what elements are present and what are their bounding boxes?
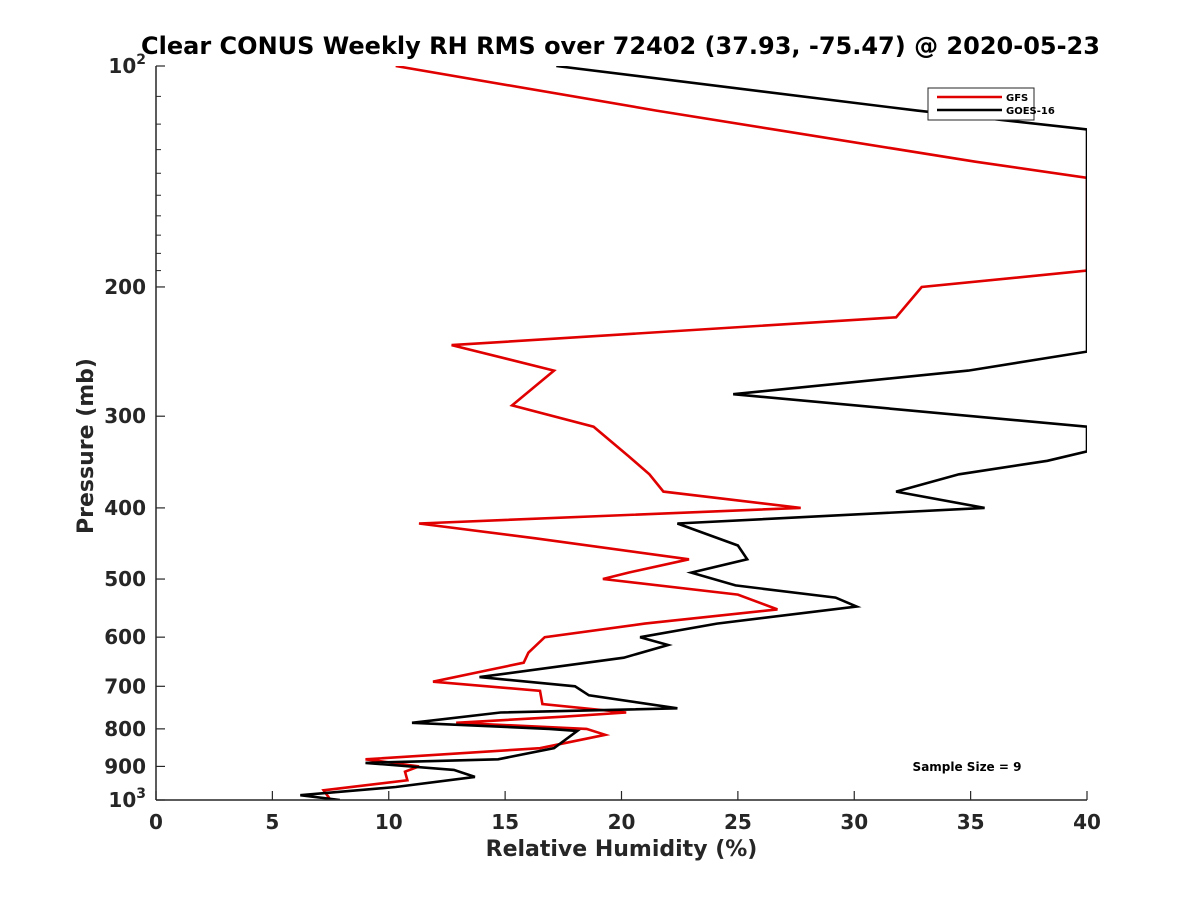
x-tick-label: 30 <box>840 810 868 834</box>
x-axis-label: Relative Humidity (%) <box>486 837 758 862</box>
y-tick-label: 600 <box>104 625 146 649</box>
legend: GFS GOES-16 <box>927 87 1055 121</box>
y-tick-label: 900 <box>104 754 146 778</box>
series-line-gfs <box>321 66 1087 800</box>
y-tick-label: 200 <box>104 275 146 299</box>
y-tick-label: 500 <box>104 567 146 591</box>
y-axis-label: Pressure (mb) <box>74 358 99 534</box>
x-tick-label: 40 <box>1073 810 1101 834</box>
x-tick-label: 15 <box>491 810 519 834</box>
x-tick-label: 0 <box>149 810 163 834</box>
legend-box <box>927 87 1035 121</box>
chart-title: Clear CONUS Weekly RH RMS over 72402 (37… <box>141 32 1100 60</box>
series-layer <box>300 66 1087 800</box>
x-tick-label: 20 <box>608 810 636 834</box>
y-tick-label: 400 <box>104 496 146 520</box>
plot-area <box>156 66 1087 800</box>
axes-layer: 0 5 10 15 20 25 30 35 40 200 300 400 500 600 700 800 900… <box>104 52 1101 834</box>
sample-size-annotation: Sample Size = 9 <box>913 760 1022 774</box>
y-tick-label: 300 <box>104 404 146 428</box>
x-tick-label: 25 <box>724 810 752 834</box>
series-line-goes-16 <box>300 66 1087 800</box>
y-tick-top-label: 102 <box>108 52 146 78</box>
legend-label: GOES-16 <box>1006 106 1055 117</box>
y-tick-label: 700 <box>104 674 146 698</box>
x-tick-label: 5 <box>265 810 279 834</box>
legend-label: GFS <box>1006 93 1028 104</box>
y-tick-bottom-label: 103 <box>108 786 146 812</box>
y-tick-label: 800 <box>104 717 146 741</box>
x-tick-label: 10 <box>375 810 403 834</box>
x-tick-label: 35 <box>957 810 985 834</box>
